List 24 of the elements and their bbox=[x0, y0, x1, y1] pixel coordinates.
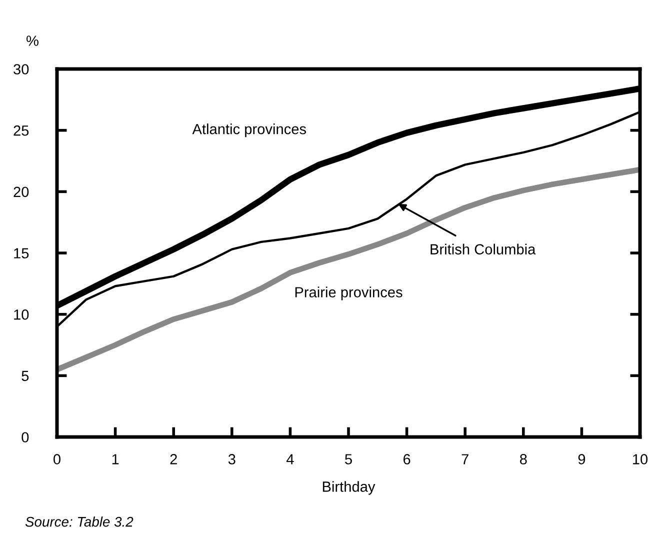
y-tick-label: 30 bbox=[14, 64, 29, 74]
source-note: Source: Table 3.2 bbox=[25, 516, 134, 527]
legend-label: British Columbia bbox=[430, 244, 536, 254]
x-tick-label: 0 bbox=[54, 454, 60, 464]
x-tick-label: 4 bbox=[286, 454, 294, 464]
y-tick-label: 20 bbox=[14, 186, 29, 198]
x-axis-title: Birthday bbox=[322, 481, 376, 495]
y-tick-label: 15 bbox=[14, 248, 29, 258]
y-tick-label: 0 bbox=[22, 432, 29, 442]
x-tick-label: 1 bbox=[112, 454, 119, 464]
x-tick-label: 10 bbox=[633, 454, 648, 464]
x-tick-label: 8 bbox=[520, 454, 527, 464]
y-tick-label: 25 bbox=[14, 125, 29, 136]
x-tick-label: 6 bbox=[403, 454, 410, 464]
series-label: Prairie provinces bbox=[295, 286, 402, 300]
text: Atlantic provinces bbox=[192, 124, 306, 138]
y-tick-label: 10 bbox=[14, 309, 29, 320]
x-tick-label: 7 bbox=[462, 454, 468, 464]
y-tick-label: 5 bbox=[22, 370, 29, 382]
x-tick-label: 3 bbox=[228, 454, 236, 464]
y-axis-title: % bbox=[26, 36, 38, 46]
x-tick-label: 5 bbox=[345, 454, 352, 464]
x-tick-label: 2 bbox=[170, 454, 177, 464]
x-tick-label: 9 bbox=[578, 454, 586, 464]
